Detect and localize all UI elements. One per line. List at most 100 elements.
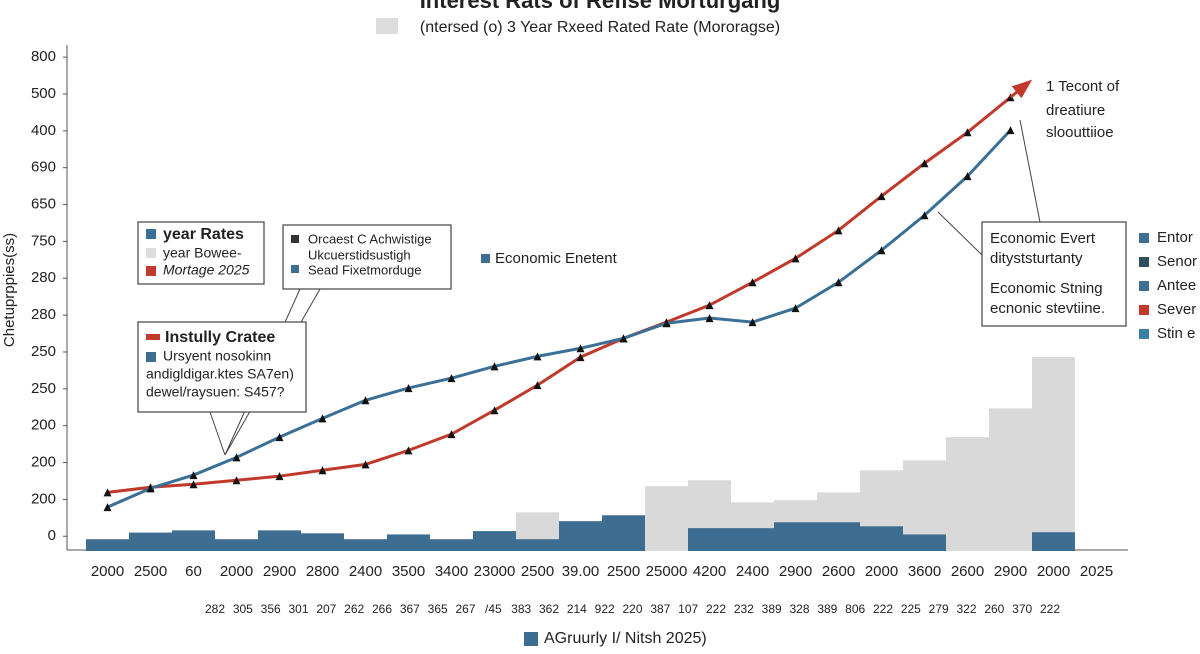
annotation: dreatiure [1046, 102, 1105, 119]
y-tick-label: 250 [31, 343, 56, 360]
legend-swatch [1139, 281, 1149, 291]
point-marker [576, 344, 585, 353]
legend-label: Sead Fixetmorduge [308, 262, 421, 277]
x-secondary-label: 232 [734, 602, 754, 616]
legend-text: Ukcuerstidsustigh [308, 247, 411, 262]
x-tick-label: 4200 [693, 563, 726, 580]
legend-swatch [1139, 329, 1149, 339]
bar [344, 539, 387, 551]
x-secondary-label: 266 [372, 602, 392, 616]
x-secondary-label: 262 [344, 602, 364, 616]
point-marker [533, 381, 542, 390]
annotation: Economic Stning [990, 280, 1103, 297]
point-marker [705, 314, 714, 323]
x-tick-label: 2500 [521, 563, 554, 580]
legend-label: year Rates [163, 226, 244, 243]
legend-swatch [291, 265, 299, 273]
x-tick-label: 3400 [435, 563, 468, 580]
point-marker [318, 414, 327, 423]
point-marker [361, 460, 370, 469]
x-tick-label: 2025 [1080, 563, 1113, 580]
bar [301, 533, 344, 551]
x-secondary-label: 222 [1040, 602, 1060, 616]
legend-swatch [481, 254, 490, 263]
point-marker [791, 254, 800, 263]
x-tick-label: 60 [185, 563, 202, 580]
y-tick-label: 690 [31, 159, 56, 176]
bar [430, 539, 473, 551]
point-marker [275, 433, 284, 442]
bar [688, 528, 731, 551]
y-tick-label: 800 [31, 48, 56, 65]
bar [860, 526, 903, 551]
point-marker [748, 318, 757, 327]
point-marker [361, 396, 370, 405]
x-tick-label: 2900 [263, 563, 296, 580]
annotation: sloouttiioe [1046, 124, 1114, 141]
annotation: Economic Evert [990, 230, 1096, 247]
point-marker [189, 471, 198, 480]
legend-text: andigldigar.ktes SA7en) [146, 366, 294, 382]
x-secondary-label: 301 [288, 602, 308, 616]
point-marker [963, 172, 972, 181]
bar [172, 530, 215, 551]
callout-line [1019, 119, 1041, 223]
y-tick-label: 250 [31, 380, 56, 397]
chart-subtitle: (ntersed (o) 3 Year Rxeed Rated Rate (Mo… [420, 19, 780, 36]
annotation-box [981, 221, 1127, 327]
bar [215, 539, 258, 551]
legend-swatch [1139, 305, 1149, 315]
point-marker [877, 246, 886, 255]
legend-label: Economic Enetent [495, 250, 618, 267]
legend-swatch [146, 334, 160, 340]
y-tick-label: 280 [31, 269, 56, 286]
point-marker [834, 226, 843, 235]
point-marker [447, 430, 456, 439]
point-marker [1006, 126, 1015, 135]
x-secondary-label: 389 [817, 602, 837, 616]
legend-swatch [146, 229, 156, 239]
x-tick-label: 2500 [607, 563, 640, 580]
y-tick-label: 280 [31, 306, 56, 323]
chart-title: Interest Rats of Refise Morturgang [420, 0, 781, 13]
arrow-head [1011, 79, 1033, 99]
legend-label: Mortage 2025 [163, 262, 250, 278]
point-marker [920, 159, 929, 168]
point-marker [963, 128, 972, 137]
x-secondary-label: 370 [1012, 602, 1032, 616]
bar [387, 534, 430, 551]
x-tick-label: 2600 [822, 563, 855, 580]
legend-label: Sever [1157, 301, 1196, 318]
x-tick-label: 2600 [951, 563, 984, 580]
annotation: 1 Tecont of [1046, 78, 1120, 95]
x-tick-label: 2900 [994, 563, 1027, 580]
point-marker [576, 353, 585, 362]
legend-swatch [1139, 233, 1149, 243]
point-marker [232, 476, 241, 485]
y-tick-label: 200 [31, 454, 56, 471]
y-tick-label: 650 [31, 196, 56, 213]
x-secondary-label: 387 [650, 602, 670, 616]
x-axis-label: AGruurly I/ Nitsh 2025) [544, 630, 707, 647]
legend-text: dewel/raysuen: S457? [146, 384, 285, 400]
x-secondary-label: 383 [511, 602, 531, 616]
annotation: dityststurtanty [990, 250, 1083, 267]
x-tick-label: 2000 [1037, 563, 1070, 580]
point-marker [533, 352, 542, 361]
legend-swatch [524, 632, 538, 646]
x-secondary-label: 279 [929, 602, 949, 616]
x-tick-label: 3500 [392, 563, 425, 580]
legend-swatch [146, 266, 156, 276]
legend-swatch [146, 248, 156, 258]
bar [817, 522, 860, 551]
legend-label: Stin e [1157, 325, 1195, 342]
legend-text: Ursyent nosokinn [163, 348, 271, 364]
callout-line [209, 411, 226, 456]
x-secondary-label: /45 [485, 602, 502, 616]
x-secondary-label: 365 [428, 602, 448, 616]
x-secondary-label: 222 [706, 602, 726, 616]
point-marker [490, 362, 499, 371]
point-marker [103, 488, 112, 497]
x-tick-label: 25000 [646, 563, 688, 580]
